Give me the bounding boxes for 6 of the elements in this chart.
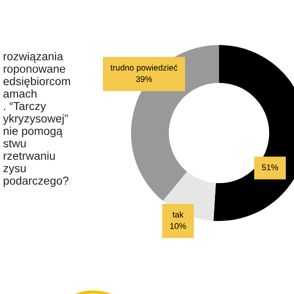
- slice-label: trudno powiedzieć: [110, 64, 178, 72]
- data-label: 39%: [136, 76, 152, 82]
- data-label: 51%: [262, 164, 278, 170]
- slice-label: tak: [172, 211, 184, 218]
- data-label: 10%: [170, 223, 186, 229]
- text: rozwiązania roponowane edsiębiorcom amach . “Tarczy ykryzysowej” nie pomogą stwu rzetrwaniu zysu podarczego?: [3, 52, 70, 187]
